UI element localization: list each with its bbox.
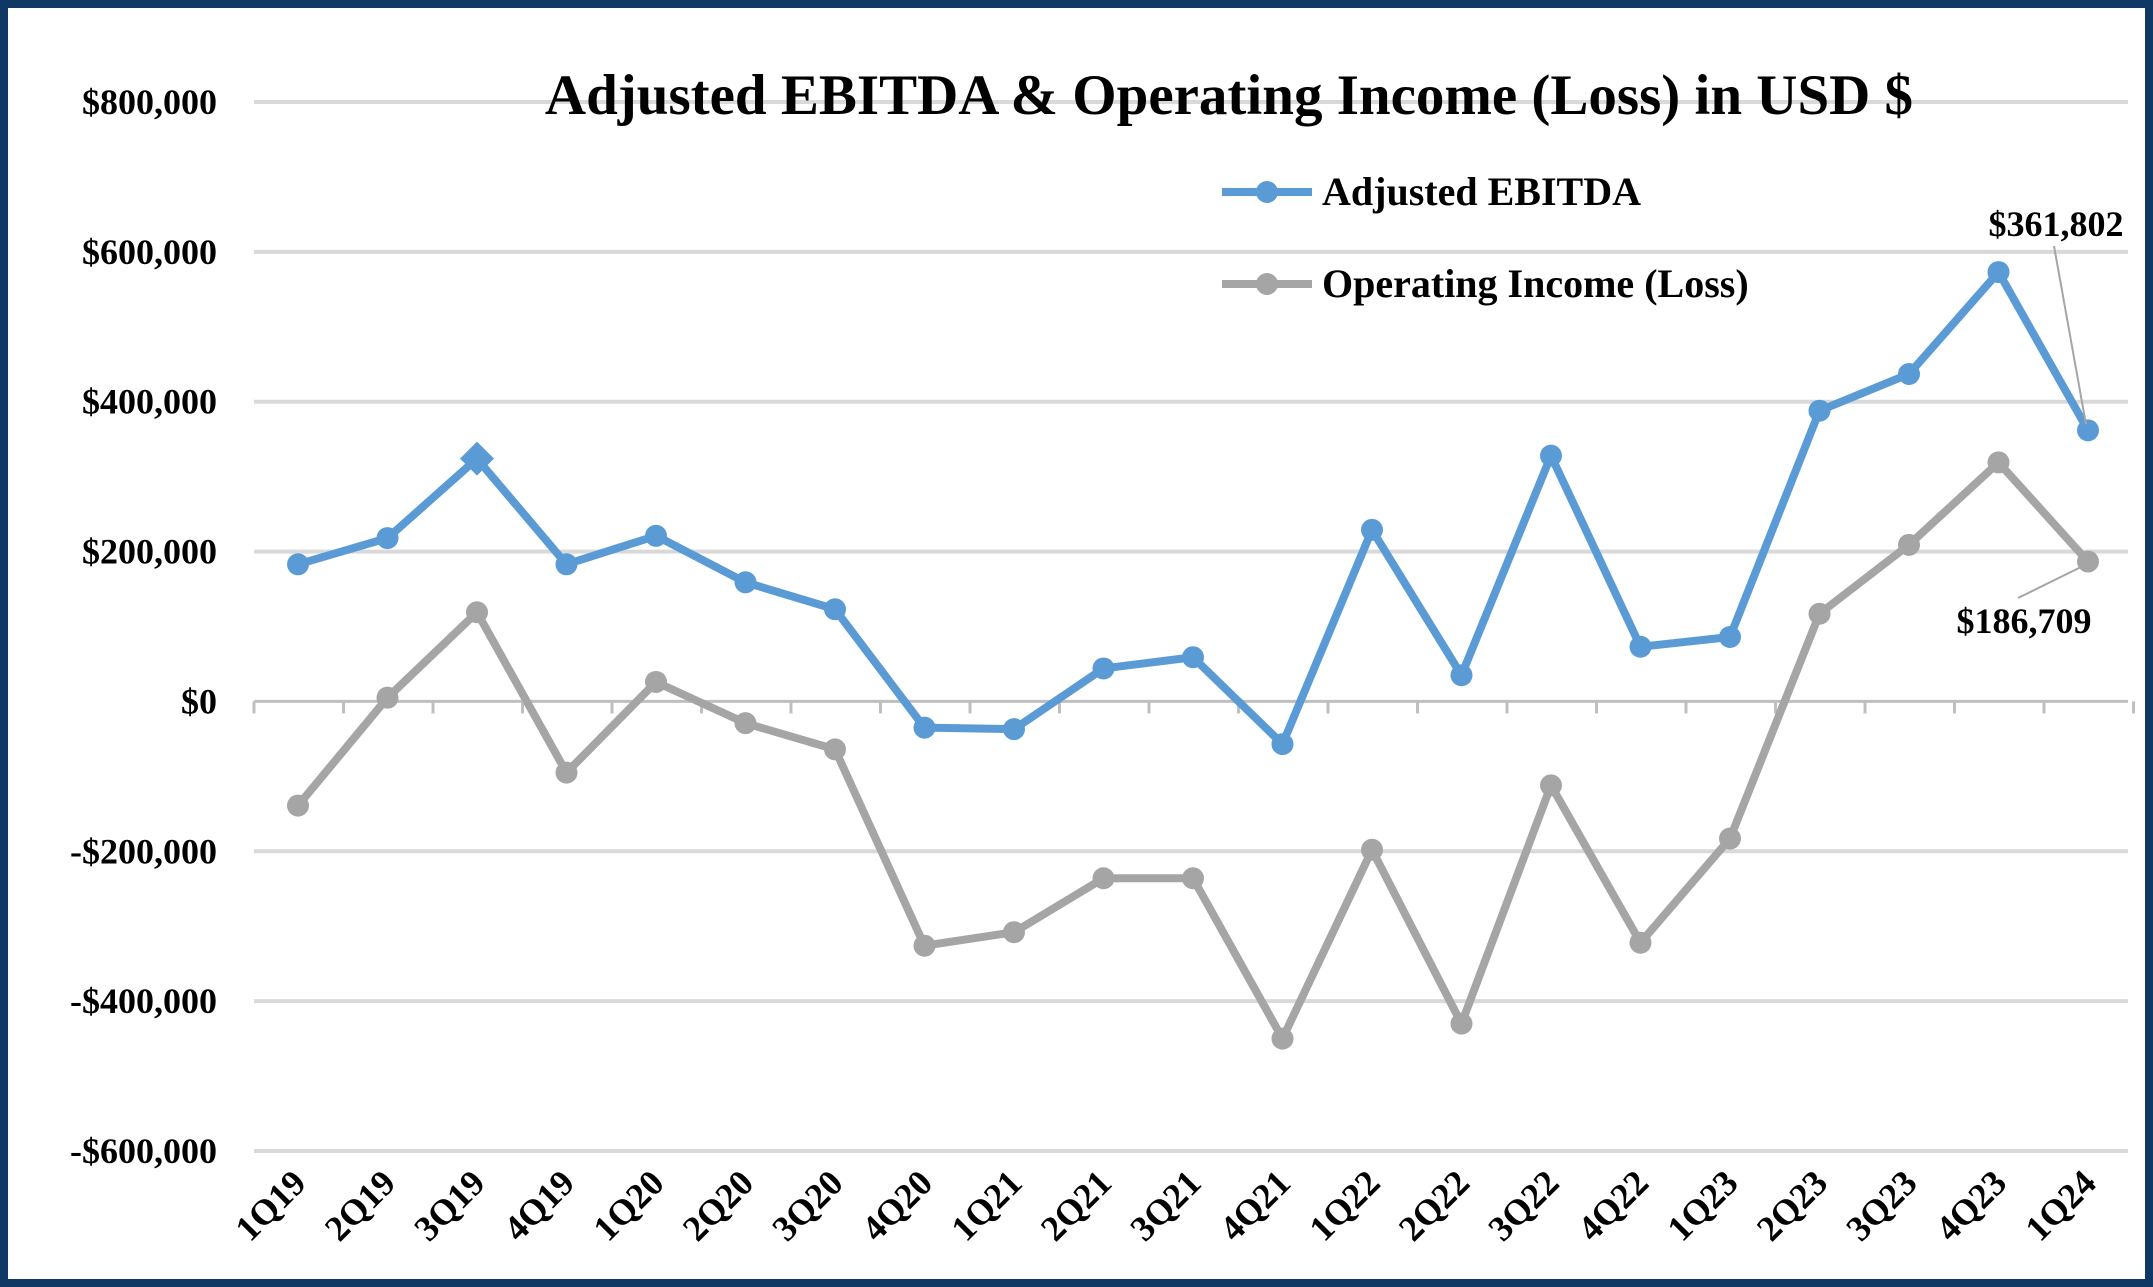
data-point	[645, 524, 667, 547]
data-point	[824, 598, 846, 621]
data-point	[1092, 657, 1115, 680]
data-label-leader-operating-income	[2017, 566, 2081, 599]
data-point	[1092, 867, 1115, 890]
series-adjusted-ebitda	[287, 261, 2099, 756]
data-point	[2077, 550, 2099, 573]
data-point	[645, 670, 667, 693]
data-point	[1540, 774, 1562, 797]
data-point	[2077, 419, 2099, 442]
data-point-diamond	[460, 441, 494, 476]
legend-item-adjusted-ebitda: Adjusted EBITDA	[1222, 169, 1641, 214]
y-tick-label: $200,000	[82, 532, 217, 572]
data-point	[1361, 518, 1383, 541]
data-point	[1719, 625, 1741, 648]
data-point	[1898, 533, 1920, 556]
y-tick-label: -$200,000	[70, 831, 217, 871]
data-point	[1003, 921, 1025, 944]
data-point	[1361, 838, 1383, 861]
y-tick-label: $800,000	[82, 82, 217, 122]
legend-marker-adjusted-ebitda	[1256, 181, 1278, 203]
data-point	[376, 527, 399, 550]
data-point	[1182, 646, 1204, 669]
data-point	[466, 601, 488, 624]
data-point	[1808, 399, 1831, 422]
data-point	[1629, 931, 1652, 954]
data-point	[1450, 664, 1473, 687]
data-point	[287, 794, 309, 817]
data-label-operating-income-1q24: $186,709	[1957, 601, 2092, 641]
data-point	[376, 686, 399, 709]
y-tick-label: $600,000	[82, 232, 217, 272]
data-point	[555, 761, 578, 784]
data-point	[1271, 1027, 1294, 1050]
legend-label-operating-income: Operating Income (Loss)	[1322, 261, 1749, 306]
legend-marker-operating-income	[1256, 273, 1278, 295]
y-tick-label: -$600,000	[70, 1131, 217, 1171]
data-point	[824, 738, 846, 761]
data-point	[1629, 635, 1652, 658]
data-label-adjusted-ebitda-1q24: $361,802	[1989, 204, 2124, 244]
data-point	[1450, 1012, 1473, 1035]
data-point	[1182, 867, 1204, 890]
data-point	[1003, 718, 1025, 741]
legend-label-adjusted-ebitda: Adjusted EBITDA	[1322, 169, 1641, 214]
data-point	[1719, 827, 1741, 850]
data-label-leader-adjusted-ebitda	[2053, 245, 2087, 425]
chart-title: Adjusted EBITDA & Operating Income (Loss…	[545, 64, 1913, 127]
data-point	[734, 712, 757, 735]
data-point	[1540, 444, 1562, 467]
y-tick-label: $400,000	[82, 382, 217, 422]
legend: Adjusted EBITDA Operating Income (Loss)	[1222, 169, 1749, 306]
data-point	[1271, 733, 1294, 756]
series-operating-income-loss-	[287, 451, 2099, 1050]
data-point	[287, 553, 309, 576]
data-point	[734, 571, 757, 594]
data-point	[1987, 261, 2010, 284]
data-point	[913, 716, 936, 739]
legend-item-operating-income: Operating Income (Loss)	[1222, 261, 1749, 306]
data-point	[1987, 451, 2010, 474]
y-tick-label: $0	[181, 681, 217, 721]
data-point	[555, 553, 578, 576]
data-point	[913, 934, 936, 957]
data-point	[1808, 602, 1831, 625]
data-point	[1898, 362, 1920, 385]
y-tick-label: -$400,000	[70, 981, 217, 1021]
